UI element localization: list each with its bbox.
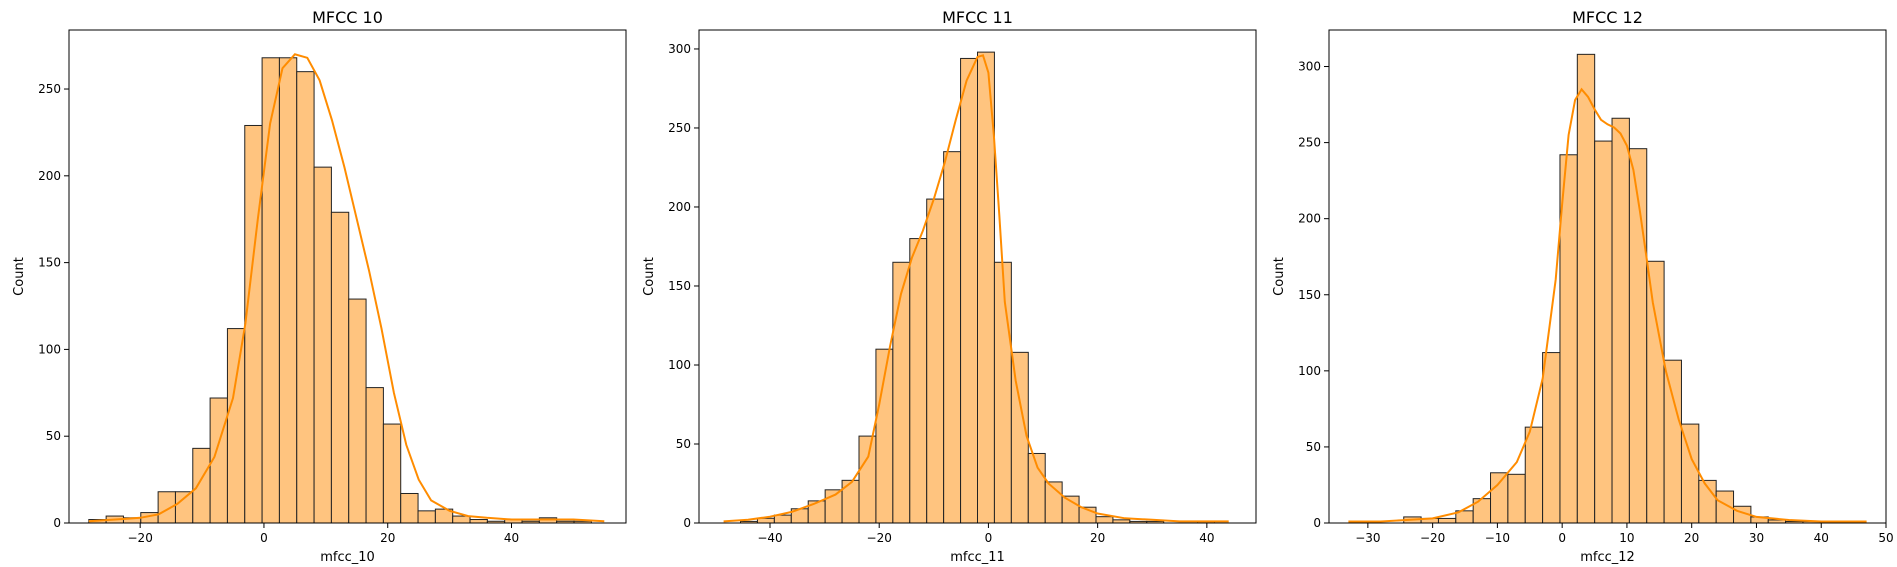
histogram-bar bbox=[1010, 351, 1029, 524]
chart-panel-2: −40 −20 0 20 40 0 50 100 150 200 250 300 MFCC 11 mfcc… bbox=[642, 8, 1257, 565]
y-tick-label: 200 bbox=[668, 200, 691, 214]
kde-curve bbox=[88, 53, 605, 523]
histogram-bar bbox=[192, 447, 211, 524]
histogram-bar bbox=[1576, 53, 1596, 524]
y-tick-label: 250 bbox=[668, 121, 691, 135]
x-axis-label: mfcc_10 bbox=[320, 550, 375, 565]
y-tick-label: 200 bbox=[38, 169, 61, 183]
histogram-bar bbox=[1524, 426, 1544, 524]
x-tick-label: 30 bbox=[1749, 531, 1764, 545]
x-tick-label: 40 bbox=[504, 531, 519, 545]
x-tick-label: −30 bbox=[1355, 531, 1380, 545]
histogram-bar bbox=[417, 510, 436, 524]
x-tick-label: 40 bbox=[1814, 531, 1829, 545]
histogram-bar bbox=[452, 515, 471, 524]
histogram-bar bbox=[1663, 359, 1682, 524]
x-tick-label: −20 bbox=[128, 531, 153, 545]
y-tick-label: 250 bbox=[1298, 136, 1321, 150]
histogram-bar bbox=[365, 387, 384, 524]
histogram-bar bbox=[1490, 472, 1509, 524]
histogram-bar bbox=[382, 423, 402, 524]
y-tick-label: 150 bbox=[38, 256, 61, 270]
histogram-bar bbox=[960, 57, 979, 524]
histogram-bar bbox=[296, 71, 315, 524]
kde-curve bbox=[1348, 87, 1867, 523]
y-tick-label: 200 bbox=[1298, 212, 1321, 226]
x-tick-label: 20 bbox=[1090, 531, 1105, 545]
histogram-bar bbox=[469, 519, 488, 524]
chart-panel-3: −30 −20 −10 0 10 20 30 40 50 0 50 100 150 200 250 300 MF… bbox=[1272, 8, 1894, 565]
histogram-bar bbox=[330, 211, 350, 524]
y-tick-label: 0 bbox=[683, 516, 691, 530]
x-tick-label: 20 bbox=[1684, 531, 1699, 545]
histogram-bar bbox=[1646, 260, 1665, 524]
axes-frame bbox=[1328, 29, 1887, 524]
histogram-bar bbox=[348, 298, 367, 524]
x-tick-label: −20 bbox=[1420, 531, 1445, 545]
y-axis-label: Count bbox=[642, 257, 657, 296]
histogram-bar bbox=[1437, 517, 1457, 524]
x-tick-label: −40 bbox=[757, 531, 782, 545]
histogram-bar bbox=[1095, 516, 1114, 524]
chart-title: MFCC 10 bbox=[312, 8, 383, 27]
x-axis-label: mfcc_11 bbox=[950, 550, 1005, 565]
histogram-bar bbox=[174, 491, 194, 524]
y-tick-label: 50 bbox=[676, 437, 691, 451]
chart-title: MFCC 11 bbox=[942, 8, 1013, 27]
y-tick-label: 100 bbox=[1298, 364, 1321, 378]
y-tick-label: 50 bbox=[46, 429, 61, 443]
histogram-bar bbox=[261, 57, 280, 524]
x-tick-label: 50 bbox=[1878, 531, 1893, 545]
axes-frame bbox=[698, 29, 1257, 524]
x-tick-label: 0 bbox=[260, 531, 268, 545]
y-tick-label: 150 bbox=[1298, 288, 1321, 302]
y-tick-label: 50 bbox=[1306, 440, 1321, 454]
x-tick-label: 0 bbox=[1558, 531, 1566, 545]
x-tick-label: 0 bbox=[985, 531, 993, 545]
x-tick-label: −20 bbox=[867, 531, 892, 545]
y-axis-label: Count bbox=[12, 257, 27, 296]
y-tick-label: 0 bbox=[53, 516, 61, 530]
histogram-bar bbox=[1507, 473, 1526, 524]
histogram-bar bbox=[993, 261, 1012, 524]
x-tick-label: 20 bbox=[380, 531, 395, 545]
histogram-bar bbox=[313, 166, 332, 524]
histogram-bar bbox=[226, 328, 246, 524]
x-axis-label: mfcc_12 bbox=[1580, 550, 1635, 565]
chart-panel-1: −20 0 20 40 0 50 100 150 200 250 MFCC 10 mfcc_10 Cou… bbox=[12, 8, 627, 565]
histogram-bar bbox=[858, 435, 877, 524]
kde-curve bbox=[723, 54, 1229, 523]
y-tick-label: 100 bbox=[668, 358, 691, 372]
histogram-bar bbox=[278, 57, 298, 524]
histogram-bar bbox=[926, 198, 945, 524]
histogram-bar bbox=[244, 124, 263, 524]
y-tick-label: 0 bbox=[1313, 516, 1321, 530]
y-axis-label: Count bbox=[1272, 257, 1287, 296]
axes-frame bbox=[68, 29, 627, 524]
y-tick-label: 300 bbox=[668, 42, 691, 56]
histogram-bar bbox=[1594, 140, 1613, 524]
histogram-bar bbox=[943, 151, 962, 524]
histogram-bar bbox=[1611, 117, 1630, 524]
histogram-bar bbox=[892, 261, 911, 524]
histogram-bar bbox=[773, 514, 792, 524]
histogram-bar bbox=[400, 492, 419, 524]
y-tick-label: 100 bbox=[38, 342, 61, 356]
x-tick-label: 40 bbox=[1199, 531, 1214, 545]
histogram-bar bbox=[1542, 352, 1561, 524]
chart-title: MFCC 12 bbox=[1572, 8, 1643, 27]
x-tick-label: 10 bbox=[1619, 531, 1634, 545]
y-tick-label: 250 bbox=[38, 82, 61, 96]
x-tick-label: −10 bbox=[1485, 531, 1510, 545]
y-tick-label: 300 bbox=[1298, 60, 1321, 74]
histogram-bar bbox=[909, 238, 928, 524]
y-tick-label: 150 bbox=[668, 279, 691, 293]
